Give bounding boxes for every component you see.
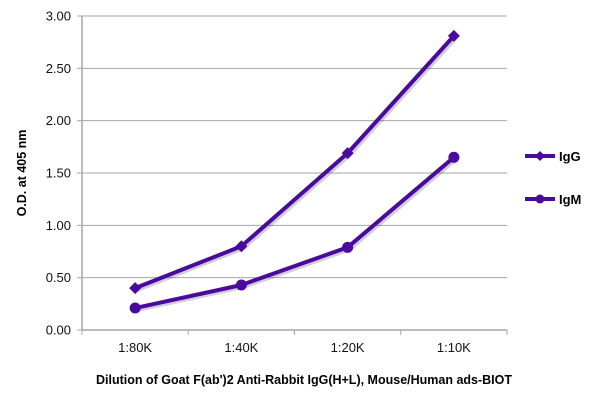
diamond-marker: [535, 151, 545, 161]
diamond-marker: [341, 147, 354, 160]
series-line: [134, 155, 456, 310]
diamond-marker: [447, 29, 460, 42]
y-axis-title: O.D. at 405 nm: [15, 130, 29, 217]
circle-marker: [342, 241, 354, 253]
circle-marker: [129, 302, 141, 314]
y-tick-label: 2.00: [46, 113, 71, 128]
y-axis-ticks: 0.00 0.50 1.00 1.50 2.00 2.50 3.00: [46, 9, 82, 338]
series-line: [134, 34, 456, 290]
y-tick-label: 1.50: [46, 166, 71, 181]
series-shadow: [136, 36, 458, 292]
legend-label: IgM: [559, 192, 581, 207]
legend-item-igm: IgM: [525, 192, 581, 207]
diamond-marker: [129, 282, 142, 295]
plot-series: [129, 29, 460, 314]
x-axis: 1:80K 1:40K 1:20K 1:10K: [81, 16, 508, 355]
x-tick-label: 1:10K: [437, 340, 471, 355]
x-tick-label: 1:40K: [224, 340, 258, 355]
y-tick-label: 2.50: [46, 61, 71, 76]
legend: IgG IgM: [525, 149, 581, 207]
y-tick-label: 3.00: [46, 9, 71, 24]
y-tick-label: 1.00: [46, 218, 71, 233]
diamond-marker: [235, 240, 248, 253]
x-axis-title: Dilution of Goat F(ab')2 Anti-Rabbit IgG…: [96, 373, 512, 387]
x-tick-label: 1:80K: [118, 340, 152, 355]
y-tick-label: 0.50: [46, 270, 71, 285]
y-tick-label: 0.00: [46, 323, 71, 338]
legend-item-igg: IgG: [525, 149, 581, 164]
x-tick-label: 1:20K: [331, 340, 365, 355]
series-igm: [129, 151, 460, 314]
circle-marker: [448, 151, 460, 163]
circle-marker: [235, 279, 247, 291]
gridlines: [82, 15, 507, 279]
series-igg: [129, 29, 460, 295]
legend-label: IgG: [559, 149, 581, 164]
circle-marker: [535, 194, 545, 204]
series-shadow: [136, 157, 458, 312]
